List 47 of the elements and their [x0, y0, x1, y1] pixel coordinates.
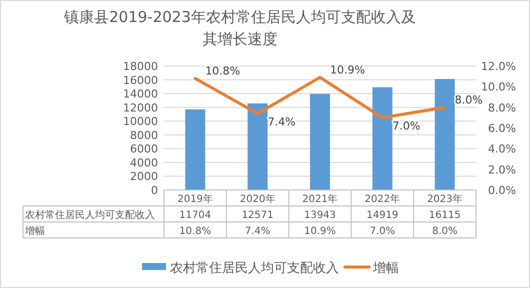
data-label: 10.9% [304, 226, 336, 237]
y-tick-label: 10000 [123, 115, 158, 128]
x-tick-label: 2019年 [177, 193, 213, 205]
text: 8.0% [454, 93, 483, 106]
y-tick-label: 16000 [123, 74, 158, 87]
y2-tick-label: 4.0% [488, 142, 516, 156]
data-label: 14919 [366, 210, 398, 221]
y-tick-label: 18000 [123, 60, 158, 73]
data-label: 7.0% [370, 226, 396, 237]
y2-tick-label: 2.0% [488, 163, 516, 176]
y2-tick-label: 8.0% [488, 101, 516, 114]
y-tick-label: 8000 [130, 128, 158, 142]
y-tick-label: 4000 [130, 156, 158, 170]
chart-title: 镇康县2019-2023年农村常住居民人均可支配收入及其增长速度 [63, 8, 416, 48]
x-tick-label: 2021年 [302, 193, 338, 205]
y-tick-label: 2000 [130, 170, 158, 184]
text: 7.4% [268, 116, 296, 129]
legend-label: 增幅 [372, 261, 399, 276]
y-tick-label: 0 [151, 184, 158, 197]
data-label: 8.0% [432, 226, 458, 237]
y-tick-label: 14000 [123, 88, 158, 101]
y2-tick-label: 12.0% [481, 60, 516, 73]
bar [434, 78, 455, 190]
text: 10.8% [205, 64, 240, 78]
bar [185, 109, 206, 190]
x-tick-label: 2023年 [427, 193, 463, 205]
data-label: 11704 [179, 210, 212, 221]
data-label: 7.4% [244, 226, 270, 237]
data-label: 16115 [428, 210, 461, 221]
y2-tick-label: 10.0% [481, 80, 516, 94]
y2-tick-label: 0.0% [488, 184, 516, 197]
data-label: 13943 [304, 210, 336, 221]
legend-label: 农村常住居民人均可支配收入 [170, 261, 339, 276]
text: 农村常住居民人均可支配收入 [25, 210, 155, 221]
bar [310, 94, 330, 190]
text: 10.9% [330, 63, 365, 76]
bar [248, 103, 268, 190]
text: 7.0% [392, 120, 420, 133]
x-tick-label: 2020年 [240, 193, 276, 205]
y2-tick-label: 6.0% [488, 122, 516, 135]
x-tick-label: 2022年 [364, 193, 400, 205]
y-tick-label: 12000 [123, 101, 158, 114]
data-label: 12571 [242, 210, 274, 221]
bar [372, 87, 392, 190]
text: 增幅 [25, 226, 45, 237]
data-label: 10.8% [179, 226, 212, 237]
y-tick-label: 6000 [130, 142, 158, 156]
